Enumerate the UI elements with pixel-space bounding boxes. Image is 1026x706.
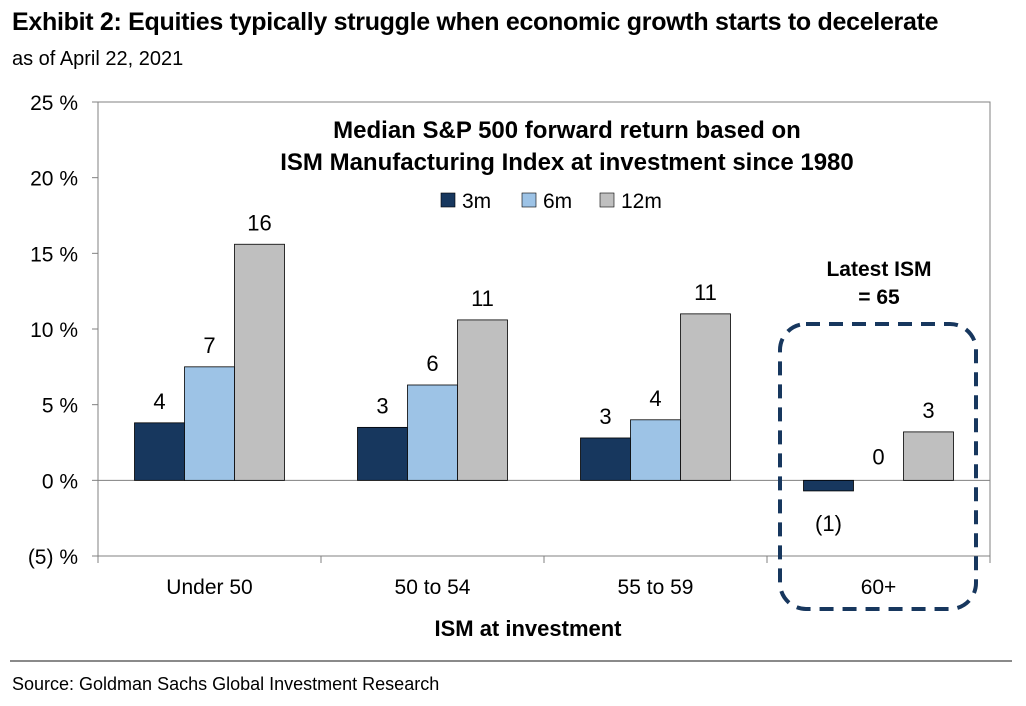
data-label: 6 [426,351,438,376]
data-label: 0 [872,444,884,469]
bars [134,243,954,492]
y-tick-label: (5) % [28,546,78,569]
bar-12m-0 [234,243,285,481]
source-divider [10,660,1012,662]
data-label: 11 [471,286,494,311]
x-axis-label: ISM at investment [434,616,622,641]
data-label: 3 [376,393,388,418]
bar-3m-0 [134,422,185,481]
bar-6m-2 [630,419,681,481]
source-note: Source: Goldman Sachs Global Investment … [12,674,440,694]
bar-6m-0 [184,366,235,481]
bar-3m-2 [580,437,631,481]
y-tick-label: 5 % [42,395,78,418]
chart-title-line-1: Median S&P 500 forward return based on [333,117,801,144]
bar-12m-3 [903,431,954,481]
y-tick-label: 15 % [30,243,78,266]
chart-title-line-2: ISM Manufacturing Index at investment si… [280,149,854,176]
legend-label-12m: 12m [621,190,662,213]
x-axis-tick-labels: Under 50 50 to 54 55 to 59 60+ [166,576,896,599]
annotation-label-line-1: Latest ISM [826,258,931,281]
bar-6m-1 [407,384,458,481]
bar-3m-1 [357,426,408,481]
data-label: (1) [815,511,842,536]
data-label: 3 [922,398,934,423]
x-tick-label: 60+ [861,576,897,599]
x-tick-label: Under 50 [166,576,252,599]
x-tick-label: 55 to 59 [618,576,694,599]
bar-12m-1 [457,319,508,481]
data-labels: 4 7 16 3 6 11 3 4 11 (1) 0 3 [153,210,934,536]
legend-swatch-3m [440,192,456,208]
y-axis-ticks: (5) % 0 % 5 % 10 % 15 % 20 % 25 % [28,92,991,569]
data-label: 3 [599,404,611,429]
as-of-date: as of April 22, 2021 [12,48,184,70]
data-label: 4 [649,386,661,411]
annotation-label-line-2: = 65 [858,286,900,309]
exhibit-title: Exhibit 2: Equities typically struggle w… [12,8,939,36]
y-tick-label: 10 % [30,319,78,342]
latest-ism-annotation: Latest ISM = 65 [778,258,978,611]
axes: (5) % 0 % 5 % 10 % 15 % 20 % 25 % [28,92,991,569]
bar-12m-2 [680,313,731,481]
data-label: 7 [203,333,215,358]
legend-swatch-6m [521,192,537,208]
data-label: 4 [153,389,165,414]
x-tick-label: 50 to 54 [395,576,471,599]
y-tick-label: 0 % [42,470,78,493]
data-label: 16 [247,210,271,235]
y-tick-label: 25 % [30,92,78,115]
bar-3m-3 [803,479,854,492]
data-label: 11 [694,280,717,305]
y-tick-label: 20 % [30,168,78,191]
legend-label-6m: 6m [543,190,572,213]
highlight-box [778,322,978,611]
legend-swatch-12m [599,192,615,208]
legend: 3m 6m 12m [440,190,662,213]
legend-label-3m: 3m [462,190,491,213]
